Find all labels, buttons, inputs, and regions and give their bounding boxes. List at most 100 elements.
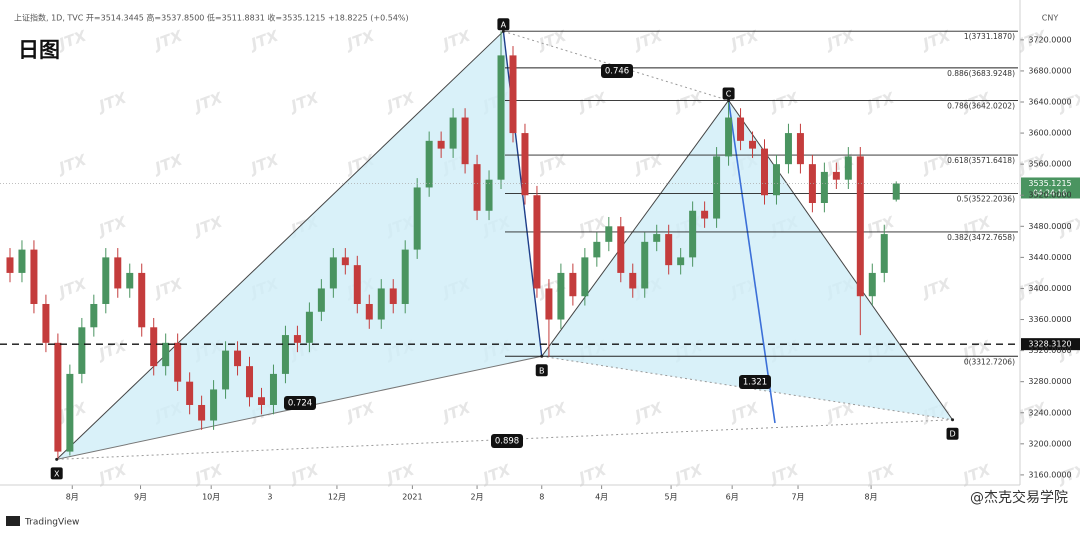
watermark: JTX — [246, 26, 282, 54]
y-tick-label: 3600.0000 — [1028, 129, 1071, 138]
candle-body — [222, 350, 230, 390]
brand-logo — [6, 516, 20, 526]
watermark: JTX — [726, 398, 762, 426]
candle-body — [413, 187, 421, 250]
candle-body — [784, 133, 792, 165]
candle-body — [808, 164, 816, 203]
y-tick-label: 3240.0000 — [1028, 408, 1071, 417]
y-tick-label: 3360.0000 — [1028, 315, 1071, 324]
pattern-fill — [541, 100, 953, 420]
countdown: 04:24:16 — [1033, 188, 1067, 197]
watermark: JTX — [574, 212, 610, 240]
y-tick-label: 3680.0000 — [1028, 66, 1071, 75]
watermark: JTX — [534, 398, 570, 426]
support-label-box — [1021, 338, 1080, 351]
watermark: JTX — [94, 88, 130, 116]
x-tick-label: 7月 — [791, 493, 804, 502]
fib-label: 0.5(3522.2036) — [957, 195, 1015, 204]
candle-body — [677, 257, 685, 266]
pattern-line — [503, 30, 729, 101]
point-label-box — [497, 18, 510, 31]
pattern-line — [56, 30, 504, 460]
pattern-point — [55, 457, 59, 461]
watermark: JTX — [190, 212, 226, 240]
candle-body — [138, 272, 146, 328]
ratio-box — [601, 64, 633, 78]
candle-body — [210, 389, 218, 421]
pattern-point — [951, 418, 955, 422]
candle-body — [545, 288, 553, 320]
ratio-label: 0.898 — [495, 437, 519, 447]
y-tick-label: 3280.0000 — [1028, 377, 1071, 386]
candle-body — [473, 164, 481, 211]
pattern-point — [540, 354, 544, 358]
candle-body — [150, 327, 158, 367]
candle-body — [581, 257, 589, 297]
candle-body — [509, 55, 517, 134]
candle-body — [102, 257, 110, 304]
projection-line — [727, 100, 776, 424]
candle-body — [6, 257, 14, 273]
candle-body — [162, 342, 170, 367]
candle-body — [892, 183, 900, 200]
watermark: JTX — [534, 26, 570, 54]
candle-body — [641, 241, 649, 289]
fib-label: 0.886(3683.9248) — [947, 69, 1015, 78]
candle-body — [174, 342, 182, 382]
candle-body — [30, 249, 38, 304]
candle-body — [389, 288, 397, 304]
point-label-box — [50, 467, 63, 480]
currency: CNY — [1042, 14, 1059, 23]
candle-body — [269, 373, 277, 405]
x-tick-label: 8月 — [865, 493, 878, 502]
watermark: JTX — [958, 460, 994, 488]
point-label-box — [722, 87, 735, 100]
watermark: JTX — [438, 26, 474, 54]
candle-body — [533, 195, 541, 289]
watermark: JTX — [246, 150, 282, 178]
x-tick-label: 2月 — [471, 493, 484, 502]
candle-body — [198, 404, 206, 421]
plot: 1(3731.1870) 0.886(3683.9248) 0.786(3642.0… — [0, 18, 1080, 502]
y-tick-label: 3160.0000 — [1028, 470, 1071, 479]
candle-body — [401, 249, 409, 304]
candle-body — [293, 335, 301, 343]
candle-body — [66, 373, 74, 452]
ratio-box — [284, 396, 316, 410]
watermark: JTX — [190, 460, 226, 488]
candle-body — [749, 140, 757, 149]
watermark: JTX — [630, 398, 666, 426]
chart-title: 日图 — [18, 38, 60, 62]
watermark: JTX — [382, 88, 418, 116]
point-label: C — [726, 89, 732, 98]
x-tick-label: 12月 — [328, 493, 346, 502]
y-tick-label: 3200.0000 — [1028, 439, 1071, 448]
watermark: JTX — [574, 88, 610, 116]
watermark: JTX — [54, 150, 90, 178]
watermark: JTX — [190, 88, 226, 116]
candle-body — [521, 133, 529, 196]
watermark: JTX — [670, 460, 706, 488]
watermark: JTX — [286, 88, 322, 116]
watermark: JTX — [150, 150, 186, 178]
header: 上证指数, 1D, TVC 开=3514.3445 高=3537.8500 低=… — [14, 13, 409, 23]
watermark: JTX — [862, 212, 898, 240]
ratio-label: 1.321 — [743, 378, 767, 388]
candle-body — [725, 117, 733, 157]
candle-body — [281, 335, 289, 374]
candle-body — [844, 156, 852, 180]
candle-body — [329, 257, 337, 289]
y-tick-label: 3480.0000 — [1028, 222, 1071, 231]
watermark: JTX — [862, 460, 898, 488]
point-label: B — [539, 366, 545, 375]
candle-body — [569, 272, 577, 297]
candle-body — [42, 303, 50, 343]
fib-label: 0.618(3571.6418) — [947, 156, 1015, 165]
watermark: JTX — [630, 150, 666, 178]
candle-body — [653, 234, 661, 242]
candle-body — [257, 397, 265, 405]
candle-body — [126, 272, 134, 289]
candle-body — [54, 342, 62, 452]
watermark: JTX — [534, 150, 570, 178]
